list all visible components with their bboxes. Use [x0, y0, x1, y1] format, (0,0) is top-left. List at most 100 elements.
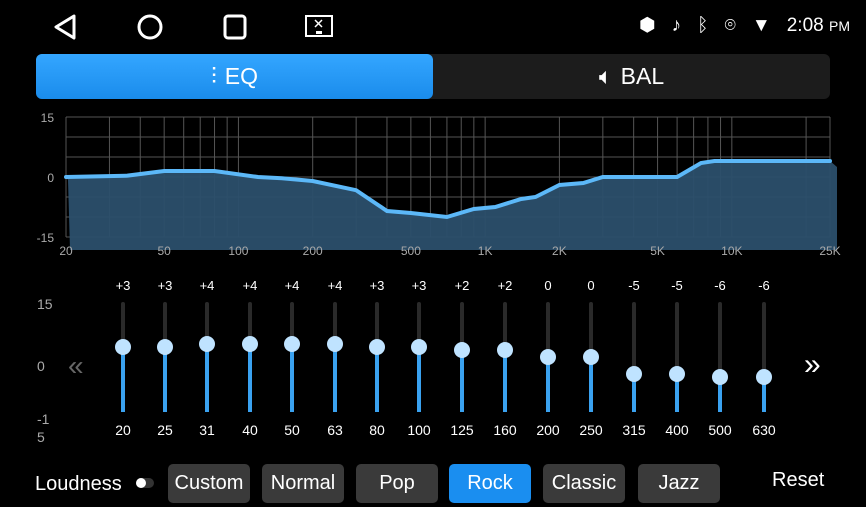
tab-eq-label: EQ	[224, 63, 258, 89]
preset-custom-button[interactable]: Custom	[168, 464, 250, 503]
band-slider-knob[interactable]	[669, 365, 685, 382]
band-slider-knob[interactable]	[626, 365, 642, 382]
band-slider-knob[interactable]	[157, 339, 173, 356]
recents-icon[interactable]	[222, 13, 248, 41]
preset-jazz-button[interactable]: Jazz	[638, 464, 720, 503]
band-frequency-label: 31	[199, 422, 215, 438]
band-slider[interactable]	[454, 302, 470, 412]
preset-classic-button[interactable]: Classic	[543, 464, 625, 503]
loudness-label: Loudness	[35, 473, 122, 495]
band-slider-fill	[718, 376, 722, 412]
x-tick-label: 100	[228, 244, 248, 258]
tab-bal[interactable]: 🔈︎ BAL	[433, 54, 830, 99]
band-frequency-label: 200	[536, 422, 560, 438]
y-tick-label: 15	[41, 111, 55, 125]
band-slider[interactable]	[411, 302, 427, 412]
band-slider-knob[interactable]	[369, 339, 385, 356]
band-slider-fill	[375, 347, 379, 412]
band-slider-fill	[290, 343, 294, 412]
band-value-label: +2	[497, 278, 513, 293]
eq-curve-line	[64, 159, 832, 220]
status-bar: ⬢ ♪ ᛒ ⌾ ▼ 2:08 PM	[639, 14, 850, 37]
band-slider-fill	[762, 376, 766, 412]
band-frequency-label: 160	[493, 422, 517, 438]
music-icon: ♪	[671, 14, 682, 36]
preset-normal-button[interactable]: Normal	[262, 464, 344, 503]
scroll-left-button[interactable]: «	[68, 350, 84, 381]
preset-pop-button[interactable]: Pop	[356, 464, 438, 503]
band-slider[interactable]	[626, 302, 642, 412]
band-value-label: +4	[327, 278, 343, 293]
band-value-label: -6	[714, 278, 726, 293]
band-slider-knob[interactable]	[284, 335, 300, 352]
reset-button[interactable]: Reset	[772, 469, 825, 491]
band-value-label: +3	[157, 278, 173, 293]
band-slider-knob[interactable]	[454, 342, 470, 359]
back-icon[interactable]	[52, 13, 78, 41]
band-slider[interactable]	[540, 302, 556, 412]
band-slider[interactable]	[583, 302, 599, 412]
x-tick-label: 1K	[478, 244, 493, 258]
band-slider[interactable]	[284, 302, 300, 412]
y-tick-label: 0	[47, 171, 54, 185]
band-slider-knob[interactable]	[756, 368, 772, 385]
preset-rock-button[interactable]: Rock	[449, 464, 531, 503]
band-slider-fill	[205, 343, 209, 412]
band-frequency-label: 25	[157, 422, 173, 438]
band-value-label: -5	[671, 278, 683, 293]
speaker-icon: 🔈︎	[598, 63, 613, 89]
loudness-toggle[interactable]	[136, 478, 154, 488]
x-tick-label: 20	[59, 244, 73, 258]
scroll-right-button[interactable]: »	[804, 348, 821, 381]
x-tick-label: 500	[401, 244, 421, 258]
tab-eq[interactable]: ⫶ EQ	[36, 54, 433, 99]
clock-ampm: PM	[829, 17, 850, 34]
x-tick-label: 10K	[721, 244, 742, 258]
screen-off-icon[interactable]	[304, 14, 334, 40]
band-slider[interactable]	[157, 302, 173, 412]
band-slider-knob[interactable]	[411, 339, 427, 356]
mode-tabs: ⫶ EQ 🔈︎ BAL	[36, 54, 830, 99]
band-slider-knob[interactable]	[540, 349, 556, 365]
band-slider-fill	[503, 350, 507, 412]
shield-icon: ⬢	[639, 15, 656, 36]
band-slider-knob[interactable]	[327, 335, 343, 352]
slider-scale-top: 15	[37, 296, 53, 312]
x-tick-label: 50	[157, 244, 171, 258]
band-slider[interactable]	[242, 302, 258, 412]
band-slider-fill	[163, 347, 167, 412]
band-frequency-label: 400	[665, 422, 689, 438]
band-frequency-label: 100	[407, 422, 431, 438]
band-value-label: +3	[115, 278, 131, 293]
band-slider[interactable]	[756, 302, 772, 412]
band-frequency-label: 40	[242, 422, 258, 438]
band-slider-knob[interactable]	[712, 368, 728, 385]
band-frequency-label: 315	[622, 422, 646, 438]
band-slider-fill	[460, 350, 464, 412]
band-slider-knob[interactable]	[583, 349, 599, 365]
band-slider[interactable]	[327, 302, 343, 412]
y-tick-label: -15	[37, 231, 55, 245]
band-slider-fill	[632, 373, 636, 412]
band-slider-fill	[333, 343, 337, 412]
wifi-icon: ▼	[751, 14, 771, 36]
band-slider-knob[interactable]	[242, 335, 258, 352]
band-slider[interactable]	[669, 302, 685, 412]
band-value-label: 0	[544, 278, 552, 293]
band-slider-knob[interactable]	[115, 339, 131, 356]
band-slider[interactable]	[115, 302, 131, 412]
band-value-label: -6	[758, 278, 770, 293]
band-slider-knob[interactable]	[497, 342, 513, 359]
band-slider-knob[interactable]	[199, 335, 215, 352]
band-slider-fill	[121, 347, 125, 412]
band-slider[interactable]	[199, 302, 215, 412]
band-value-label: +4	[284, 278, 300, 293]
band-slider[interactable]	[497, 302, 513, 412]
home-icon[interactable]	[136, 13, 164, 41]
band-value-label: +3	[369, 278, 385, 293]
band-frequency-label: 80	[369, 422, 385, 438]
band-slider-fill	[589, 357, 593, 412]
band-value-label: 0	[587, 278, 595, 293]
band-slider[interactable]	[369, 302, 385, 412]
band-slider[interactable]	[712, 302, 728, 412]
